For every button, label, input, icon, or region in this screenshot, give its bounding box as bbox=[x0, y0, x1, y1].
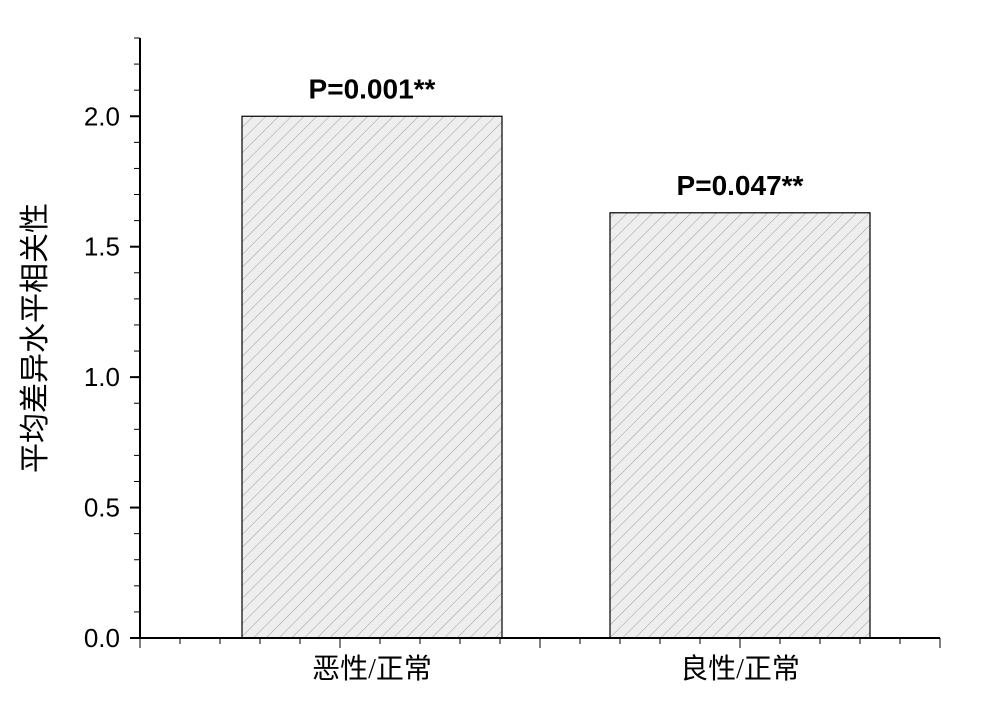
ytick-label: 1.0 bbox=[84, 362, 120, 392]
bar bbox=[610, 213, 870, 638]
category-label: 恶性/正常 bbox=[312, 653, 432, 685]
category-label: 良性/正常 bbox=[680, 653, 800, 685]
chart-container: P=0.001** 恶性/正常 P=0.047** 良性/正常 0.0 0.5 1.0 1.5… bbox=[0, 0, 1000, 720]
pvalue-label: P=0.001** bbox=[309, 73, 436, 104]
bar-chart: P=0.001** 恶性/正常 P=0.047** 良性/正常 0.0 0.5 1.0 1.5… bbox=[0, 0, 1000, 720]
ytick-label: 0.5 bbox=[84, 493, 120, 523]
ytick-label: 0.0 bbox=[84, 623, 120, 653]
pvalue-label: P=0.047** bbox=[677, 170, 804, 201]
ytick-label: 2.0 bbox=[84, 101, 120, 131]
y-axis-title: 平均差异水平相关性 bbox=[19, 203, 52, 473]
bar bbox=[242, 116, 502, 638]
ytick-label: 1.5 bbox=[84, 232, 120, 262]
